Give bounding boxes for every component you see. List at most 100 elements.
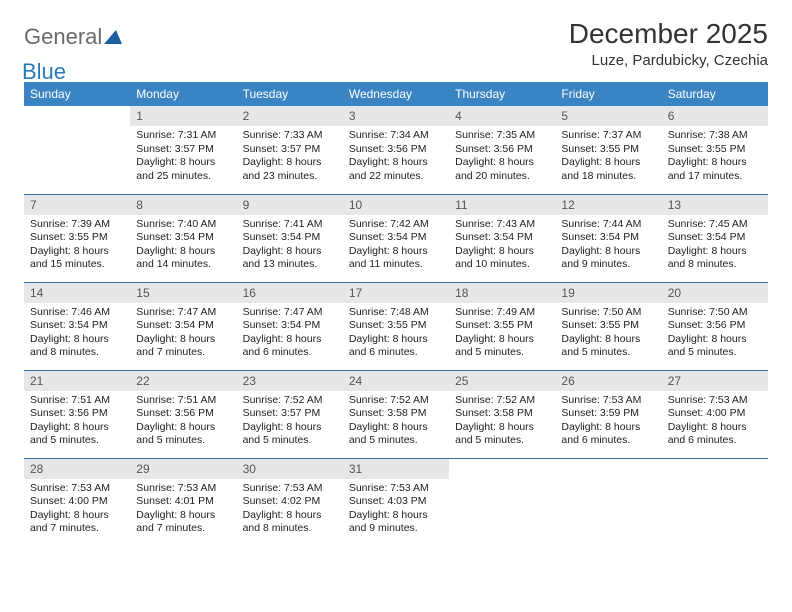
daylight-text: Daylight: 8 hours and 25 minutes. — [136, 156, 230, 183]
day-info: Sunrise: 7:31 AMSunset: 3:57 PMDaylight:… — [130, 126, 236, 188]
day-info: Sunrise: 7:53 AMSunset: 4:03 PMDaylight:… — [343, 479, 449, 541]
sunset-text: Sunset: 3:54 PM — [455, 231, 549, 245]
logo-word1: General — [24, 24, 102, 49]
day-number: 24 — [343, 371, 449, 391]
daylight-text: Daylight: 8 hours and 22 minutes. — [349, 156, 443, 183]
header: General Blue December 2025 Luze, Pardubi… — [24, 18, 768, 72]
day-info: Sunrise: 7:44 AMSunset: 3:54 PMDaylight:… — [555, 215, 661, 277]
day-number: 25 — [449, 371, 555, 391]
calendar-day-cell: 12Sunrise: 7:44 AMSunset: 3:54 PMDayligh… — [555, 194, 661, 282]
day-number: 11 — [449, 195, 555, 215]
calendar-day-cell: 3Sunrise: 7:34 AMSunset: 3:56 PMDaylight… — [343, 106, 449, 194]
calendar-day-cell: 15Sunrise: 7:47 AMSunset: 3:54 PMDayligh… — [130, 282, 236, 370]
sunrise-text: Sunrise: 7:33 AM — [243, 129, 337, 143]
calendar-day-cell: 11 Sunrise: 7:43 AMSunset: 3:54 PMDayligh… — [449, 194, 555, 282]
day-number: 6 — [662, 106, 768, 126]
sunrise-text: Sunrise: 7:34 AM — [349, 129, 443, 143]
day-number: 30 — [237, 459, 343, 479]
calendar-day-cell: 28Sunrise: 7:53 AMSunset: 4:00 PMDayligh… — [24, 458, 130, 546]
calendar-day-cell — [24, 106, 130, 194]
daylight-text: Daylight: 8 hours and 11 minutes. — [349, 245, 443, 272]
day-number: 16 — [237, 283, 343, 303]
daylight-text: Daylight: 8 hours and 5 minutes. — [349, 421, 443, 448]
calendar-day-cell: 4Sunrise: 7:35 AMSunset: 3:56 PMDaylight… — [449, 106, 555, 194]
day-number: 4 — [449, 106, 555, 126]
sunrise-text: Sunrise: 7:47 AM — [243, 306, 337, 320]
day-number: 18 — [449, 283, 555, 303]
weekday-header: Wednesday — [343, 82, 449, 106]
calendar-day-cell: 6Sunrise: 7:38 AMSunset: 3:55 PMDaylight… — [662, 106, 768, 194]
sunrise-text: Sunrise: 7:45 AM — [668, 218, 762, 232]
logo-text-block: General Blue — [24, 26, 122, 72]
day-number: 20 — [662, 283, 768, 303]
calendar-week-row: 1Sunrise: 7:31 AMSunset: 3:57 PMDaylight… — [24, 106, 768, 194]
daylight-text: Daylight: 8 hours and 14 minutes. — [136, 245, 230, 272]
sunset-text: Sunset: 3:54 PM — [136, 319, 230, 333]
sunset-text: Sunset: 3:54 PM — [136, 231, 230, 245]
sunset-text: Sunset: 4:00 PM — [668, 407, 762, 421]
sunrise-text: Sunrise: 7:53 AM — [349, 482, 443, 496]
sunrise-text: Sunrise: 7:50 AM — [668, 306, 762, 320]
calendar-day-cell — [449, 458, 555, 546]
sunrise-text: Sunrise: 7:53 AM — [136, 482, 230, 496]
daylight-text: Daylight: 8 hours and 5 minutes. — [561, 333, 655, 360]
daylight-text: Daylight: 8 hours and 5 minutes. — [455, 421, 549, 448]
sunset-text: Sunset: 3:54 PM — [349, 231, 443, 245]
day-info: Sunrise: 7:53 AMSunset: 4:00 PMDaylight:… — [24, 479, 130, 541]
day-info: Sunrise: 7:47 AMSunset: 3:54 PMDaylight:… — [237, 303, 343, 365]
sunrise-text: Sunrise: 7:37 AM — [561, 129, 655, 143]
daylight-text: Daylight: 8 hours and 18 minutes. — [561, 156, 655, 183]
day-number: 17 — [343, 283, 449, 303]
calendar-table: Sunday Monday Tuesday Wednesday Thursday… — [24, 82, 768, 546]
sunrise-text: Sunrise: 7:43 AM — [455, 218, 549, 232]
daylight-text: Daylight: 8 hours and 9 minutes. — [561, 245, 655, 272]
daylight-text: Daylight: 8 hours and 5 minutes. — [243, 421, 337, 448]
calendar-day-cell: 25Sunrise: 7:52 AMSunset: 3:58 PMDayligh… — [449, 370, 555, 458]
calendar-day-cell — [555, 458, 661, 546]
calendar-day-cell: 8Sunrise: 7:40 AMSunset: 3:54 PMDaylight… — [130, 194, 236, 282]
sunrise-text: Sunrise: 7:40 AM — [136, 218, 230, 232]
sunset-text: Sunset: 3:54 PM — [243, 231, 337, 245]
calendar-page: General Blue December 2025 Luze, Pardubi… — [0, 0, 792, 564]
sunset-text: Sunset: 3:55 PM — [561, 319, 655, 333]
daylight-text: Daylight: 8 hours and 5 minutes. — [455, 333, 549, 360]
calendar-day-cell: 19Sunrise: 7:50 AMSunset: 3:55 PMDayligh… — [555, 282, 661, 370]
calendar-day-cell: 22Sunrise: 7:51 AMSunset: 3:56 PMDayligh… — [130, 370, 236, 458]
page-title: December 2025 — [569, 18, 768, 50]
day-info: Sunrise: 7:39 AMSunset: 3:55 PMDaylight:… — [24, 215, 130, 277]
calendar-day-cell: 18Sunrise: 7:49 AMSunset: 3:55 PMDayligh… — [449, 282, 555, 370]
sunrise-text: Sunrise: 7:53 AM — [30, 482, 124, 496]
day-info: Sunrise: 7:41 AMSunset: 3:54 PMDaylight:… — [237, 215, 343, 277]
calendar-day-cell: 21Sunrise: 7:51 AMSunset: 3:56 PMDayligh… — [24, 370, 130, 458]
sunrise-text: Sunrise: 7:52 AM — [455, 394, 549, 408]
day-number: 1 — [130, 106, 236, 126]
sunrise-text: Sunrise: 7:52 AM — [243, 394, 337, 408]
sunset-text: Sunset: 3:58 PM — [349, 407, 443, 421]
day-number: 12 — [555, 195, 661, 215]
sunrise-text: Sunrise: 7:52 AM — [349, 394, 443, 408]
day-info: Sunrise: 7:42 AMSunset: 3:54 PMDaylight:… — [343, 215, 449, 277]
day-number: 21 — [24, 371, 130, 391]
day-number: 7 — [24, 195, 130, 215]
day-info: Sunrise: 7:33 AMSunset: 3:57 PMDaylight:… — [237, 126, 343, 188]
day-info: Sunrise: 7:35 AMSunset: 3:56 PMDaylight:… — [449, 126, 555, 188]
sunset-text: Sunset: 3:54 PM — [668, 231, 762, 245]
calendar-day-cell: 30Sunrise: 7:53 AMSunset: 4:02 PMDayligh… — [237, 458, 343, 546]
daylight-text: Daylight: 8 hours and 17 minutes. — [668, 156, 762, 183]
daylight-text: Daylight: 8 hours and 7 minutes. — [136, 509, 230, 536]
calendar-day-cell: 13Sunrise: 7:45 AMSunset: 3:54 PMDayligh… — [662, 194, 768, 282]
day-info: Sunrise: 7:40 AMSunset: 3:54 PMDaylight:… — [130, 215, 236, 277]
weekday-header: Friday — [555, 82, 661, 106]
sunset-text: Sunset: 4:01 PM — [136, 495, 230, 509]
day-number: 13 — [662, 195, 768, 215]
daylight-text: Daylight: 8 hours and 8 minutes. — [30, 333, 124, 360]
day-info: Sunrise: 7:45 AMSunset: 3:54 PMDaylight:… — [662, 215, 768, 277]
daylight-text: Daylight: 8 hours and 10 minutes. — [455, 245, 549, 272]
calendar-day-cell: 7Sunrise: 7:39 AMSunset: 3:55 PMDaylight… — [24, 194, 130, 282]
day-info: Sunrise: 7:38 AMSunset: 3:55 PMDaylight:… — [662, 126, 768, 188]
day-info: Sunrise: 7:52 AMSunset: 3:58 PMDaylight:… — [449, 391, 555, 453]
day-info: Sunrise: 7:53 AMSunset: 4:00 PMDaylight:… — [662, 391, 768, 453]
day-number: 23 — [237, 371, 343, 391]
daylight-text: Daylight: 8 hours and 7 minutes. — [30, 509, 124, 536]
logo-word2: Blue — [22, 59, 66, 84]
